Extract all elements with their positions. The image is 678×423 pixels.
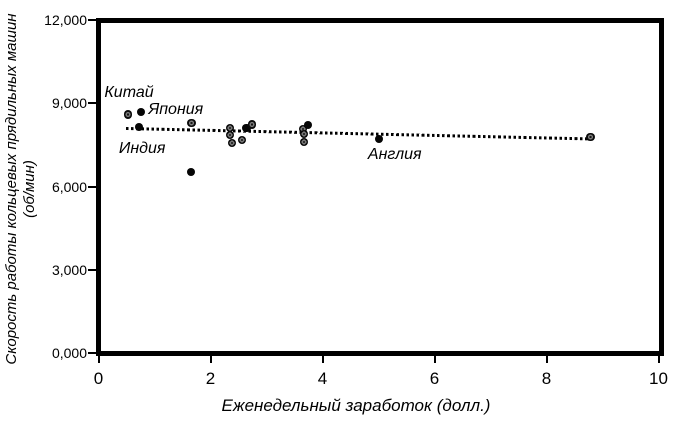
x-axis-tick	[209, 355, 212, 363]
x-axis-title: Еженедельный заработок (долл.)	[221, 396, 491, 415]
y-axis-tick	[88, 352, 96, 354]
y-axis-tick	[88, 102, 96, 105]
x-axis-tick-label: 10	[649, 369, 668, 388]
y-axis-tick	[88, 185, 96, 188]
x-axis-tick	[433, 355, 436, 363]
y-axis-title-line2: (об/мин)	[21, 160, 38, 218]
data-point	[186, 167, 196, 177]
data-point	[136, 107, 146, 117]
y-axis-tick	[88, 19, 96, 21]
data-point	[374, 134, 384, 144]
x-axis-tick	[545, 355, 548, 363]
data-point	[187, 118, 196, 128]
x-axis-tick	[657, 355, 660, 363]
country-label: Япония	[148, 100, 204, 118]
data-point	[134, 122, 144, 132]
y-axis-tick-label: 12,000	[44, 12, 87, 28]
data-point	[298, 124, 308, 134]
x-axis-tick-label: 0	[93, 369, 104, 388]
data-point	[303, 120, 313, 130]
data-point	[247, 120, 257, 129]
y-axis-title: Скорость работы кольцевых прядильных маш…	[3, 0, 41, 389]
data-point	[586, 132, 595, 142]
data-point	[225, 130, 235, 140]
x-axis-tick	[321, 355, 324, 363]
data-point	[237, 135, 247, 145]
y-axis-tick-label: 6,000	[51, 178, 87, 195]
country-label: Англия	[367, 146, 422, 164]
y-axis-title-line1: Скорость работы кольцевых прядильных маш…	[3, 13, 20, 365]
x-axis-tick	[97, 355, 100, 363]
y-axis-tick-label: 3,000	[51, 261, 87, 278]
x-axis-tick-label: 6	[429, 369, 440, 388]
data-point	[299, 137, 309, 147]
country-label: Индия	[118, 140, 166, 158]
y-axis-tick	[88, 268, 96, 271]
x-axis-tick-label: 2	[205, 369, 216, 388]
y-axis-tick-label: 0,000	[51, 345, 87, 361]
plot-area	[96, 18, 664, 356]
data-point	[123, 110, 133, 119]
data-point	[242, 123, 251, 133]
x-axis-tick-label: 4	[317, 369, 328, 388]
y-axis-tick-label: 9,000	[51, 95, 87, 112]
data-point	[225, 123, 235, 133]
data-point	[299, 129, 309, 139]
country-label: Китай	[104, 83, 154, 101]
data-point	[227, 138, 237, 148]
x-axis-tick-label: 8	[541, 369, 552, 388]
